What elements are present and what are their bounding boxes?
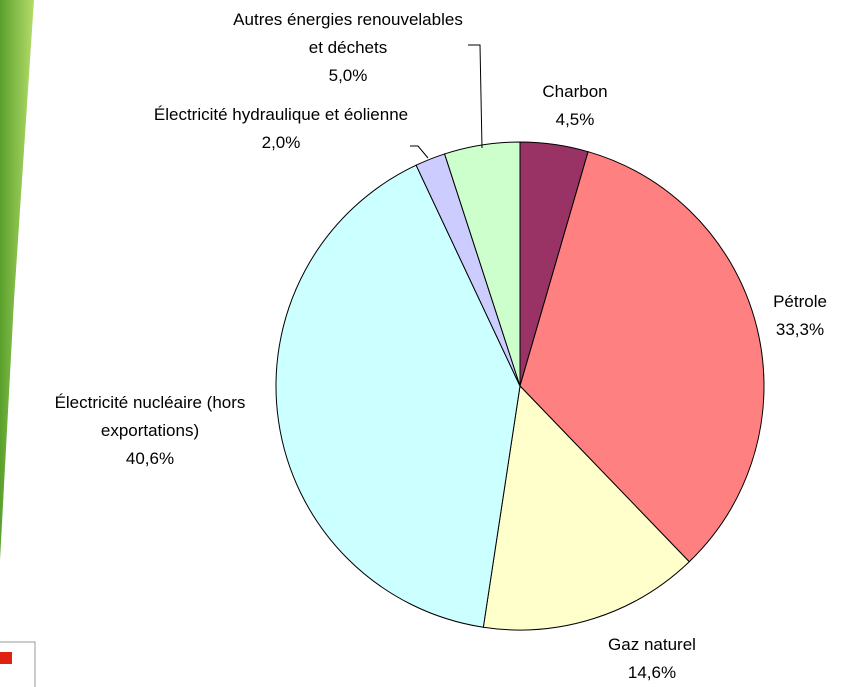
value-label: 5,0% (328, 66, 368, 85)
slice-label: Charbon 4,5% (425, 78, 725, 134)
pie-slice (275, 164, 521, 628)
category-label: Électricité nucléaire (hors exportations… (54, 393, 246, 440)
category-label: Charbon (542, 82, 608, 101)
category-label: Autres énergies renouvelables et déchets (233, 10, 463, 57)
category-label: Électricité hydraulique et éolienne (153, 105, 409, 124)
decoration-stripe (0, 0, 34, 560)
pie-slice (482, 384, 690, 631)
value-label: 33,3% (775, 320, 825, 339)
value-label: 14,6% (627, 663, 677, 682)
slice-label: Autres énergies renouvelables et déchets… (228, 6, 468, 90)
slice-label: Pétrole 33,3% (650, 288, 841, 344)
value-label: 40,6% (125, 449, 175, 468)
value-label: 4,5% (555, 110, 595, 129)
slice-label: Électricité hydraulique et éolienne 2,0% (154, 101, 409, 157)
category-label: Gaz naturel (608, 635, 696, 654)
leader-line (468, 44, 483, 149)
slice-label: Gaz naturel 14,6% (502, 631, 802, 687)
pie (275, 141, 765, 631)
decoration-box (0, 641, 36, 687)
value-label: 2,0% (261, 133, 301, 152)
category-label: Pétrole (773, 292, 827, 311)
decoration-square (0, 652, 12, 664)
pie-slice (519, 151, 765, 563)
slice-label: Électricité nucléaire (hors exportations… (13, 389, 288, 473)
leader-line (410, 145, 429, 159)
